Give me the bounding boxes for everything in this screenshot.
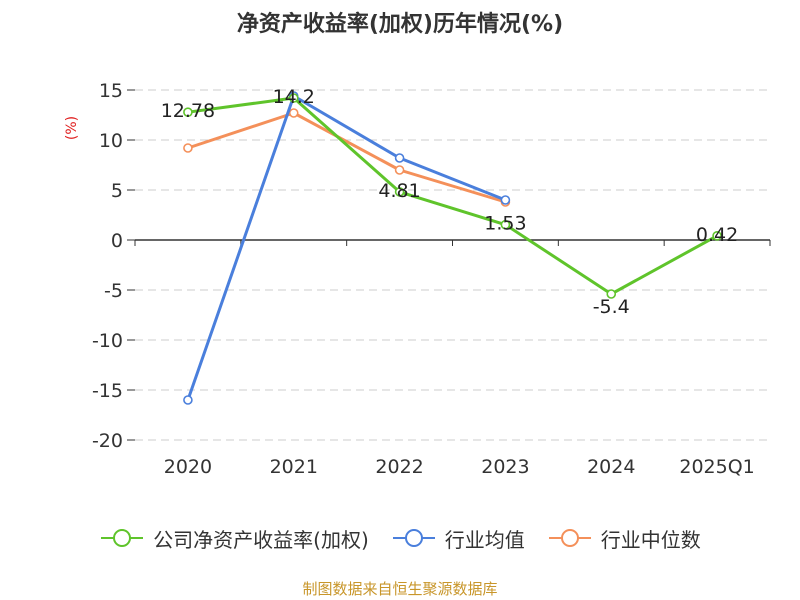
series-line <box>187 96 718 296</box>
data-point <box>183 107 193 117</box>
data-label: 1.53 <box>484 213 526 235</box>
legend-swatch-marker <box>113 529 132 547</box>
axis-layer: 15 10 5 0 -5 -10 -15 -20 2020 2021 2022 2023 2024 202… <box>64 80 771 478</box>
y-tick-label: -20 <box>92 430 123 452</box>
series-line <box>187 111 506 204</box>
data-label: 12.78 <box>161 100 215 122</box>
x-tick-label: 2020 <box>164 456 212 478</box>
x-tick-label: 2025Q1 <box>679 456 754 478</box>
series-layer <box>183 91 722 405</box>
data-label: 14.2 <box>273 86 315 108</box>
source-note: 制图数据来自恒生聚源数据库 <box>302 580 498 598</box>
x-tick-label: 2021 <box>270 456 318 478</box>
y-tick-label: 15 <box>99 80 123 102</box>
x-tick-label: 2022 <box>375 456 423 478</box>
data-point <box>183 395 193 405</box>
legend-swatch <box>101 529 144 547</box>
y-tick-label: 10 <box>99 130 123 152</box>
data-point <box>712 231 722 241</box>
data-point <box>606 289 617 299</box>
data-point <box>183 143 193 153</box>
y-tick-label: -5 <box>104 280 123 302</box>
data-point <box>288 108 299 118</box>
x-tick-label: 2023 <box>481 456 529 478</box>
y-axis-label: (%) <box>64 116 80 140</box>
data-point <box>394 153 405 163</box>
data-point <box>500 219 511 230</box>
y-tick-label: 5 <box>111 180 123 202</box>
y-tick-label: -10 <box>92 330 123 352</box>
legend-swatch <box>548 529 591 547</box>
data-point <box>288 93 299 103</box>
data-label: -5.4 <box>593 296 630 318</box>
data-point <box>394 187 405 197</box>
legend-swatch-marker <box>404 529 423 547</box>
label-layer: 12.78 14.2 4.81 1.53 -5.4 0.42 <box>161 86 739 318</box>
legend-label: 行业均值 <box>444 527 525 552</box>
series-line <box>186 94 506 401</box>
legend-item[interactable]: 公司净资产收益率(加权) <box>99 524 369 553</box>
legend: 公司净资产收益率(加权) 行业均值 行业中位数 <box>0 520 800 556</box>
grid-layer <box>135 89 770 441</box>
data-point <box>500 195 511 205</box>
data-label: 0.42 <box>696 224 738 246</box>
legend-swatch <box>392 529 435 547</box>
x-tick-label: 2024 <box>587 456 635 478</box>
chart-title: 净资产收益率(加权)历年情况(%) <box>236 12 564 37</box>
legend-swatch-marker <box>560 529 579 547</box>
y-tick-label: 0 <box>111 230 123 252</box>
data-label: 4.81 <box>378 180 420 202</box>
y-tick-label: -15 <box>92 380 123 402</box>
legend-label: 行业中位数 <box>600 527 701 552</box>
legend-item[interactable]: 行业均值 <box>391 524 525 553</box>
legend-item[interactable]: 行业中位数 <box>547 524 701 553</box>
data-point <box>394 165 405 175</box>
legend-label: 公司净资产收益率(加权) <box>153 527 369 552</box>
